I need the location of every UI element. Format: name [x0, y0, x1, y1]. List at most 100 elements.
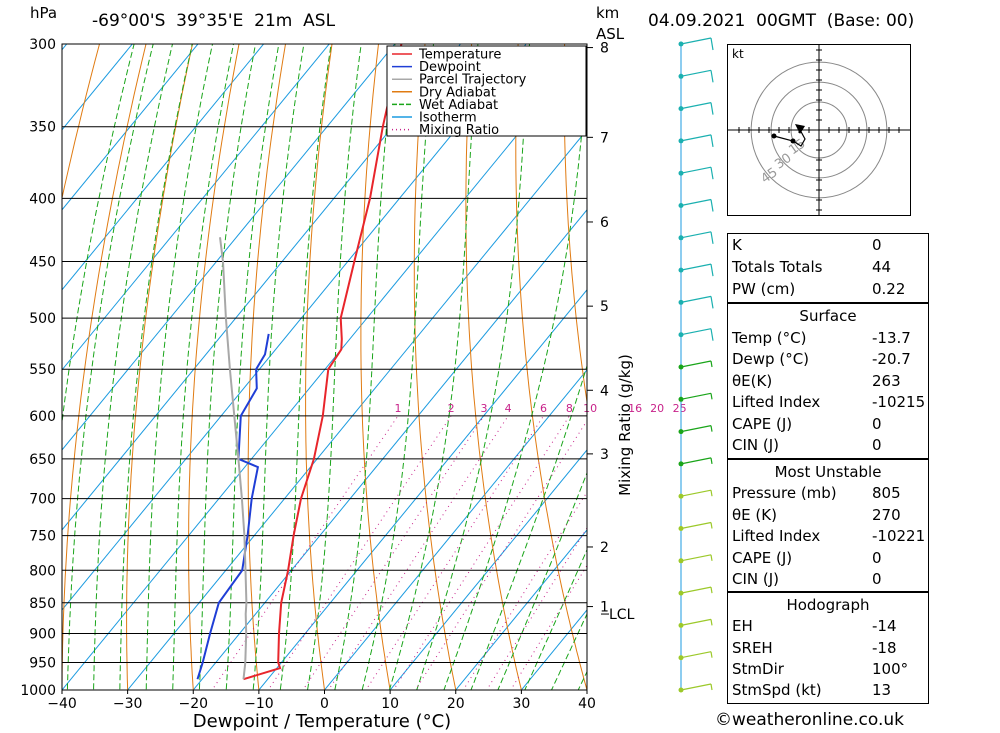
site-link[interactable]: weatheronline.co.uk	[732, 710, 905, 730]
pressure-tick-label: 350	[29, 120, 56, 136]
isotherm-line	[126, 128, 587, 690]
hodograph-stats-title: Hodograph	[786, 596, 870, 614]
surface-dewp: Dewp (°C) -20.7	[732, 350, 911, 368]
asl-unit-label: ASL	[596, 25, 625, 43]
mixing-ratio-line	[267, 415, 452, 690]
wet-adiabat-line	[416, 44, 531, 690]
index-totals-totals: Totals Totals 44	[732, 258, 892, 276]
hodo-stmdir: StmDir 100°	[732, 660, 909, 678]
dry-adiabat-line	[563, 44, 587, 406]
isotherm-line	[258, 289, 587, 690]
copyright-icon: ©	[715, 710, 732, 730]
isotherm-line	[62, 44, 68, 51]
mixing-ratio-label: 20	[650, 402, 664, 415]
hodograph-start-point	[771, 133, 777, 139]
hodograph-trace	[773, 127, 806, 147]
mixing-ratio-label: 8	[566, 402, 573, 415]
mixing-ratio-line	[211, 415, 399, 690]
dry-adiabat-line	[188, 44, 240, 690]
km-tick-label: 6	[600, 215, 609, 231]
temperature-line	[243, 44, 403, 681]
isotherm-line	[586, 689, 587, 690]
surface-title: Surface	[799, 307, 857, 325]
wind-barb	[678, 489, 713, 499]
surface-panel: Surface Temp (°C) -13.7 Dewp (°C) -20.7 θE…	[727, 303, 929, 459]
km-tick-label: 8	[600, 41, 609, 57]
wind-barb	[678, 102, 714, 115]
surface-cape: CAPE (J) 0	[732, 415, 882, 433]
dry-adiabat-line	[62, 44, 147, 690]
legend-label: Isotherm	[419, 111, 477, 126]
km-tick-label: 2	[600, 540, 609, 556]
wet-adiabat-line	[93, 44, 174, 690]
wind-barb	[678, 457, 713, 467]
mixing-ratio-label: 25	[673, 402, 687, 415]
x-tick-label: −30	[113, 696, 143, 712]
wind-barb	[678, 37, 714, 51]
wind-barb	[678, 683, 713, 693]
x-tick-label: −20	[178, 696, 208, 712]
mixing-ratio-line	[414, 419, 587, 690]
mixing-ratio-labels: 1 2 3 4 6 8 10 16 20 25	[394, 402, 686, 415]
footer-credit: ©weatheronline.co.uk	[715, 710, 904, 730]
skewt-chart: 3003504004505005506006507007508008509009…	[20, 37, 714, 732]
km-tick-label: 5	[600, 299, 609, 315]
wind-barb	[678, 425, 713, 435]
surface-thetae: θE(K) 263	[732, 372, 901, 390]
isotherm-line	[62, 44, 330, 371]
legend-label: Wet Adiabat	[419, 98, 498, 113]
wind-barb	[678, 328, 714, 341]
legend-label: Dewpoint	[419, 60, 481, 75]
dry-adiabat-line	[126, 44, 194, 690]
plot-frame	[61, 43, 588, 691]
wet-adiabat-line	[334, 44, 396, 690]
profile-series	[196, 44, 403, 681]
x-tick-label: 20	[447, 696, 465, 712]
wind-barb	[678, 392, 713, 402]
wet-adiabat-line	[119, 44, 193, 690]
isotherm-line	[62, 44, 199, 211]
wind-barb	[678, 198, 714, 212]
isotherm-line	[62, 44, 133, 131]
hodograph-unit: kt	[732, 47, 744, 61]
pressure-tick-label: 950	[29, 655, 56, 671]
pressure-tick-label: 800	[29, 563, 56, 579]
mu-cape: CAPE (J) 0	[732, 549, 882, 567]
wet-adiabat-line	[198, 44, 257, 690]
mixing-ratio-label: 3	[480, 402, 487, 415]
x-tick-label: −10	[244, 696, 274, 712]
hodograph-stats-panel: Hodograph EH -14 SREH -18 StmDir 100° StmSp…	[727, 592, 929, 704]
mixing-ratio-label: 2	[448, 402, 455, 415]
most-unstable-title: Most Unstable	[774, 463, 882, 481]
most-unstable-panel: Most Unstable Pressure (mb) 805 θE (K) 270…	[727, 459, 929, 592]
isotherm-line	[62, 44, 265, 291]
wet-adiabat-line	[577, 670, 587, 690]
isotherm-line	[455, 529, 587, 690]
parcel-line	[219, 237, 248, 680]
datetime-title: 04.09.2021 00GMT (Base: 00)	[648, 11, 915, 31]
x-tick-label: 10	[381, 696, 399, 712]
surface-cin: CIN (J) 0	[732, 436, 882, 454]
mixing-ratio-label: 16	[628, 402, 642, 415]
pressure-tick-label: 300	[29, 37, 56, 53]
isotherm-line	[192, 209, 587, 690]
surface-temp: Temp (°C) -13.7	[732, 329, 911, 347]
km-tick-label: 3	[600, 447, 609, 463]
pressure-tick-label: 1000	[20, 683, 56, 699]
wind-barb	[678, 586, 713, 596]
wet-adiabat-line	[279, 44, 332, 690]
dry-adiabat-line	[305, 44, 333, 690]
x-tick-label: 30	[512, 696, 530, 712]
wet-adiabat-line	[172, 44, 235, 690]
wind-barb	[678, 554, 713, 564]
wet-adiabat-line	[306, 44, 362, 690]
legend-box	[386, 45, 587, 137]
surface-lifted-index: Lifted Index -10215	[732, 393, 926, 411]
mu-lifted-index: Lifted Index -10221	[732, 527, 926, 545]
wind-barb	[678, 651, 713, 661]
pressure-tick-label: 650	[29, 452, 56, 468]
pressure-tick-label: 700	[29, 492, 56, 508]
